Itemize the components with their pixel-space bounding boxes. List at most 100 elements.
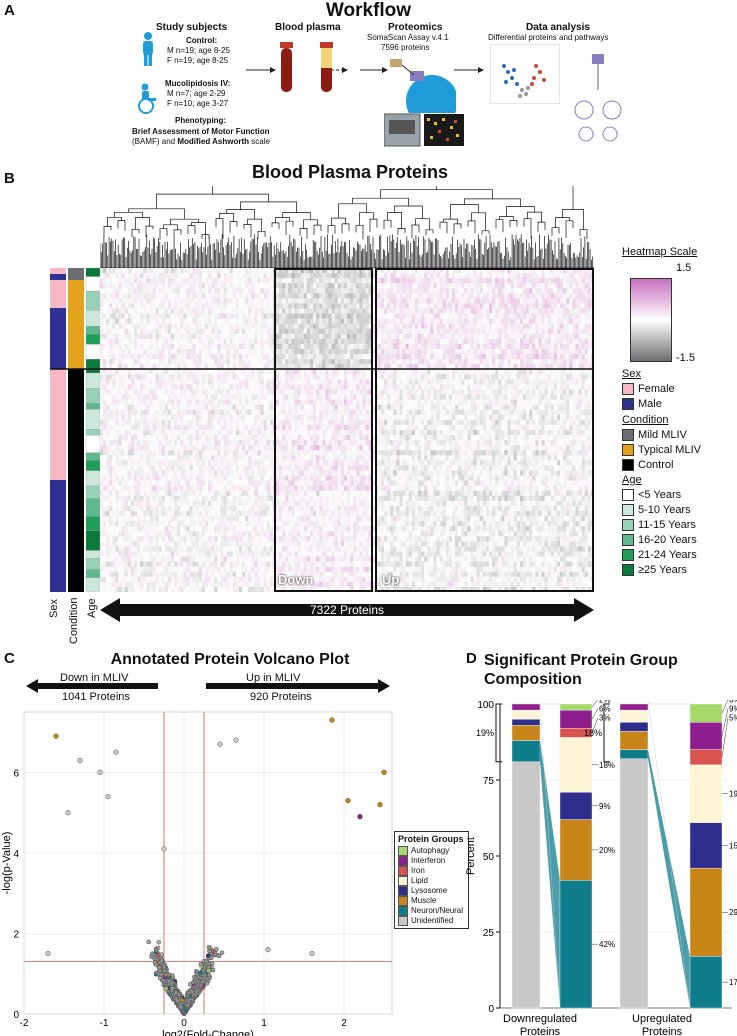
data-label: 15% (729, 841, 737, 850)
legend-label: 16-20 Years (638, 534, 697, 546)
full-bar-segment (619, 749, 649, 759)
volcano-points (146, 939, 225, 1016)
legend-label: Iron (411, 866, 425, 875)
legend-label: Mild MLIV (638, 429, 687, 441)
y-tick-label: 25 (483, 928, 495, 939)
scale-max: 1.5 (676, 262, 692, 274)
stacked-segment (689, 703, 723, 723)
sex-annotation-cell (50, 480, 66, 592)
age-annotation-cell (85, 388, 101, 404)
protein-group-legend-item: Interferon (398, 856, 466, 866)
sex-legend-title: Sex (622, 368, 641, 380)
legend-swatch (622, 429, 634, 441)
condition-annotation-cell (68, 369, 84, 592)
legend-swatch (622, 459, 634, 471)
stacked-segment (559, 819, 593, 881)
data-label: 18% (599, 761, 615, 770)
control-female: F n=19; age 8-25 (167, 56, 229, 65)
age-annotation-cell (85, 403, 101, 410)
volcano-plot: -2-10120246ITGA11|ITGB1COMPOCRLITGAV|ITG… (1, 711, 393, 1036)
panel-b-letter: B (4, 170, 15, 187)
age-legend-title: Age (622, 474, 642, 486)
annotated-point (45, 951, 51, 957)
panel-b-title: Blood Plasma Proteins (251, 162, 449, 182)
full-bar-segment (619, 709, 649, 723)
x-category-label: Proteins (642, 1026, 683, 1036)
x-tick-label: -2 (20, 1018, 29, 1029)
protein-groups-legend: Protein Groups Autophagy Interferon Iron Li… (394, 831, 469, 929)
age-annotation-cell (85, 470, 101, 487)
control-label: Control: (186, 36, 218, 45)
annotated-point (357, 814, 363, 820)
condition-annotation-cell (68, 268, 84, 280)
condition-legend-title: Condition (622, 414, 669, 426)
legend-swatch (398, 916, 408, 926)
up-count: 920 Proteins (250, 691, 312, 703)
age-annotation-cell (85, 276, 101, 292)
condition-legend-item: Mild MLIV (622, 429, 687, 441)
legend-swatch (398, 896, 408, 906)
heatmap-scale-title: Heatmap Scale (622, 246, 698, 258)
legend-label: Male (638, 398, 662, 410)
y-tick-label: 0 (13, 1010, 19, 1021)
annotated-point (53, 733, 59, 739)
y-tick-label: 4 (13, 849, 19, 860)
condition-legend-item: Control (622, 459, 673, 471)
sex-annotation-cell (50, 280, 66, 308)
annotated-point (77, 757, 83, 763)
stacked-segment (689, 867, 723, 957)
full-bar-segment (511, 709, 541, 720)
x-tick-label: 1 (261, 1018, 267, 1029)
sex-annotation-cell (50, 268, 66, 274)
y-tick-label: 0 (488, 1004, 494, 1015)
heatmap-cells (100, 268, 594, 592)
up-label: Up (382, 572, 400, 587)
age-annotation-cell (85, 558, 101, 570)
annotated-point (377, 802, 383, 808)
legend-swatch (398, 846, 408, 856)
condition-legend-item: Typical MLIV (622, 444, 701, 456)
lab-equipment (384, 113, 464, 147)
legend-label: 11-15 Years (638, 519, 696, 531)
legend-swatch (622, 549, 634, 561)
data-label: 17% (729, 978, 737, 987)
legend-label: ≥25 Years (638, 564, 687, 576)
legend-swatch (622, 534, 634, 546)
bracket (603, 703, 610, 763)
blood-tubes (280, 42, 333, 92)
person-icon (143, 32, 153, 66)
dendrogram (100, 186, 594, 270)
stacked-segment (559, 703, 593, 711)
y-tick-label: 6 (13, 768, 19, 779)
data-label: 6% (599, 705, 611, 714)
legend-swatch (622, 564, 634, 576)
dendrogram-branches (100, 186, 594, 270)
full-bar-segment (511, 740, 541, 762)
full-bar-segment (511, 719, 541, 726)
down-count: 1041 Proteins (62, 691, 130, 703)
panel-a-title: Workflow (325, 0, 412, 21)
composition-fan (648, 749, 690, 1008)
age-annotation-cell (85, 333, 101, 345)
annot-sex-label: Sex (48, 599, 60, 618)
stacked-segment (559, 880, 593, 1009)
panel-d-title-line2: Composition (484, 671, 582, 688)
annotated-point (233, 737, 239, 743)
x-category-label: Downregulated (503, 1013, 577, 1025)
x-category-label: Upregulated (632, 1013, 692, 1025)
sex-legend-item: Male (622, 398, 662, 410)
annotated-point (309, 951, 315, 957)
panel-c-letter: C (4, 650, 15, 667)
data-label: 19% (729, 790, 737, 799)
age-annotation-cell (85, 290, 101, 311)
stacked-segment (689, 822, 723, 869)
age-legend-item: <5 Years (622, 489, 681, 501)
age-annotation-cell (85, 344, 101, 360)
stacked-segment (559, 791, 593, 820)
legend-label: <5 Years (638, 489, 682, 501)
protein-group-legend-item: Iron (398, 866, 466, 876)
annotated-point (265, 946, 271, 953)
mliv-female: F n=10; age 3-27 (167, 99, 229, 108)
age-annotation-cell (85, 550, 101, 559)
proteomics-title: Proteomics (388, 22, 443, 33)
